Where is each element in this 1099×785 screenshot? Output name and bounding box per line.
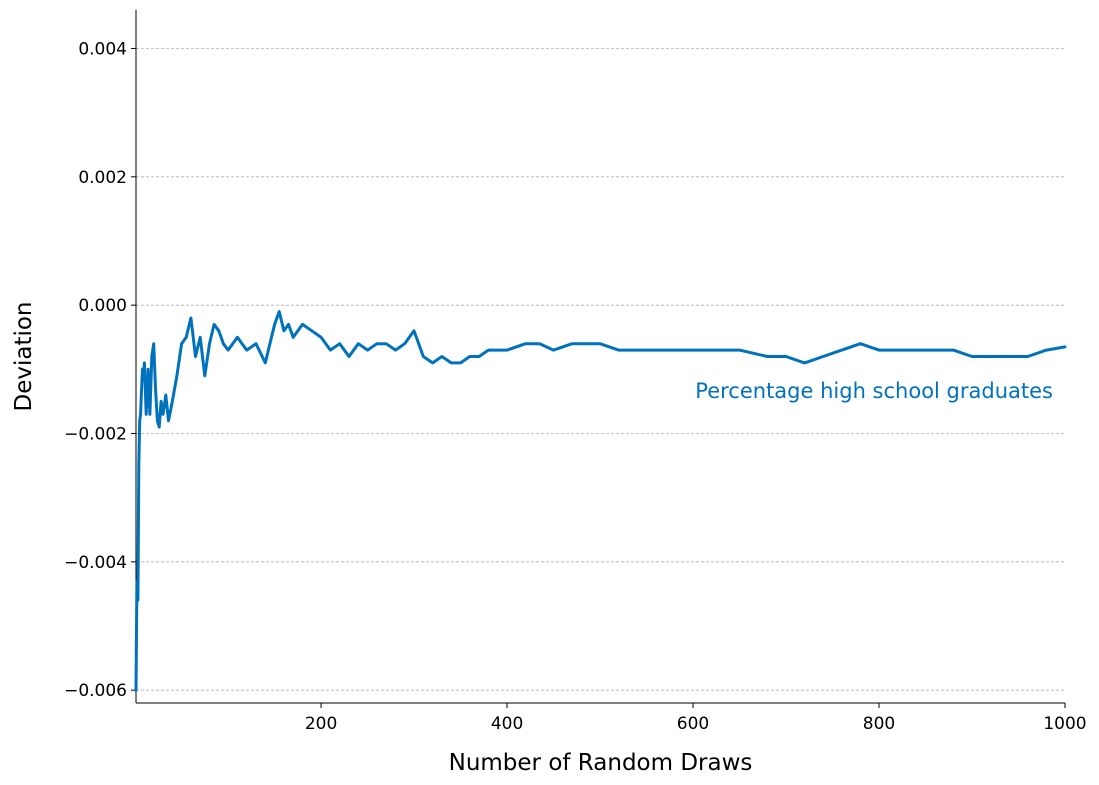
series-line (134, 310, 1067, 692)
y-tick-label: 0.000 (78, 296, 127, 316)
series-annotation: Percentage high school graduates (695, 379, 1053, 403)
y-tick-label: −0.006 (64, 681, 127, 701)
x-tick-label: 200 (305, 714, 337, 734)
x-tick-label: 400 (491, 714, 523, 734)
x-tick-label: 800 (863, 714, 895, 734)
ticks: 0.004 0.002 0.000 −0.002 −0.004 −0.006 200 400 6… (64, 40, 1087, 735)
x-tick-label: 600 (677, 714, 709, 734)
x-axis-title: Number of Random Draws (449, 750, 753, 776)
x-tick-label: 1000 (1043, 714, 1086, 734)
y-tick-label: 0.002 (78, 168, 127, 188)
axes (135, 10, 1065, 704)
y-tick-label: 0.004 (78, 40, 127, 60)
series-group (134, 310, 1067, 692)
y-tick-label: −0.004 (64, 553, 127, 573)
y-axis-title: Deviation (11, 301, 37, 411)
y-tick-label: −0.002 (64, 425, 127, 445)
gridlines (136, 48, 1065, 691)
